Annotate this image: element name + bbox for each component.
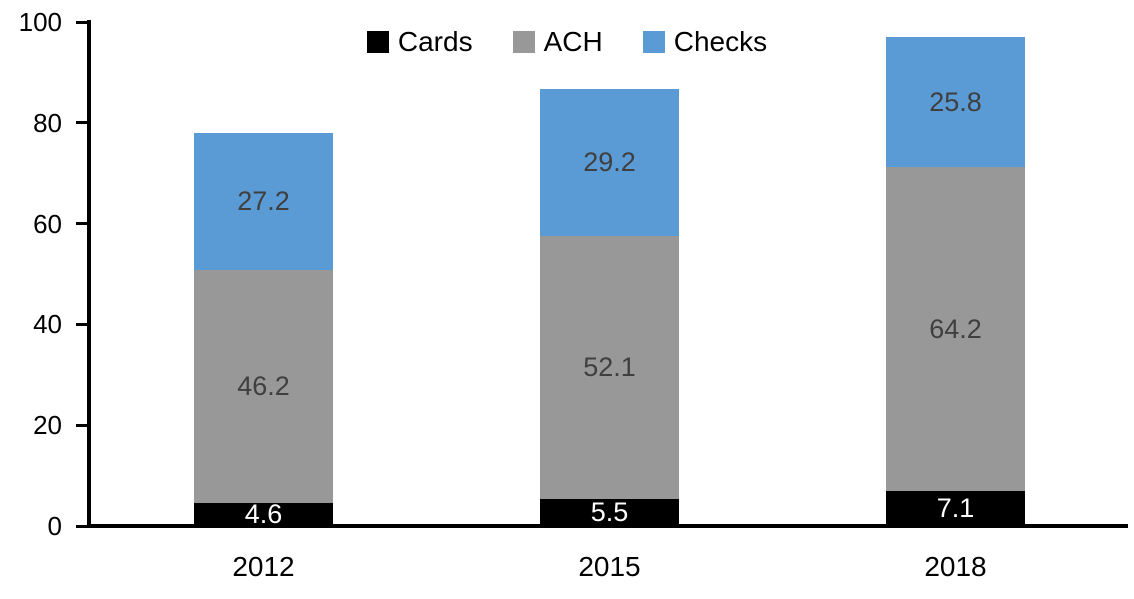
data-label: 5.5 [590, 496, 629, 527]
bar-segment-ach-2015: 52.1 [540, 236, 679, 499]
data-label: 4.6 [244, 499, 283, 529]
y-axis-tick-label: 60 [33, 209, 62, 239]
y-axis-tick-label: 20 [33, 410, 62, 440]
bar-segment-checks-2015: 29.2 [540, 89, 679, 236]
x-axis-label: 2018 [924, 551, 987, 582]
bar-segment-ach-2018: 64.2 [886, 167, 1025, 491]
legend-label: ACH [543, 26, 603, 57]
chart-legend: Cards ACH Checks [0, 27, 1134, 57]
bar-segment-cards-2015: 5.5 [540, 498, 679, 526]
data-label: 29.2 [583, 147, 636, 177]
x-axis-label: 2015 [578, 551, 641, 582]
legend-swatch-cards-icon [366, 31, 389, 53]
data-label: 64.2 [929, 313, 982, 344]
data-label: 27.2 [237, 186, 290, 216]
legend-swatch-ach-icon [512, 31, 535, 53]
y-axis-tick [76, 424, 87, 427]
legend-item-checks: Checks [642, 26, 768, 57]
bar-segment-ach-2012: 46.2 [194, 270, 333, 503]
y-axis-tick [76, 21, 87, 24]
legend-label: Checks [673, 26, 768, 57]
y-axis-tick [76, 525, 87, 528]
legend-swatch-checks-icon [642, 31, 665, 53]
bar-segment-cards-2012: 4.6 [194, 499, 333, 529]
bar-segment-checks-2012: 27.2 [194, 133, 333, 270]
y-axis-tick-label: 100 [18, 7, 62, 37]
legend-item-ach: ACH [512, 26, 603, 57]
data-label: 7.1 [936, 492, 975, 523]
x-axis-line [87, 524, 1128, 528]
bar-segment-cards-2018: 7.1 [886, 490, 1025, 526]
data-label: 25.8 [929, 86, 982, 117]
y-axis-tick-label: 40 [33, 309, 62, 339]
data-label: 46.2 [237, 371, 290, 401]
x-axis-label: 2012 [232, 551, 295, 582]
bar-segment-checks-2018: 25.8 [886, 37, 1025, 167]
y-axis-tick-label: 80 [33, 108, 62, 138]
legend-item-cards: Cards [366, 26, 473, 57]
data-label: 52.1 [583, 352, 636, 382]
y-axis-tick [76, 323, 87, 326]
legend-label: Cards [397, 26, 473, 57]
y-axis-line [87, 20, 91, 528]
y-axis-tick [76, 121, 87, 124]
y-axis-tick [76, 222, 87, 225]
y-axis-tick-label: 0 [47, 511, 62, 541]
